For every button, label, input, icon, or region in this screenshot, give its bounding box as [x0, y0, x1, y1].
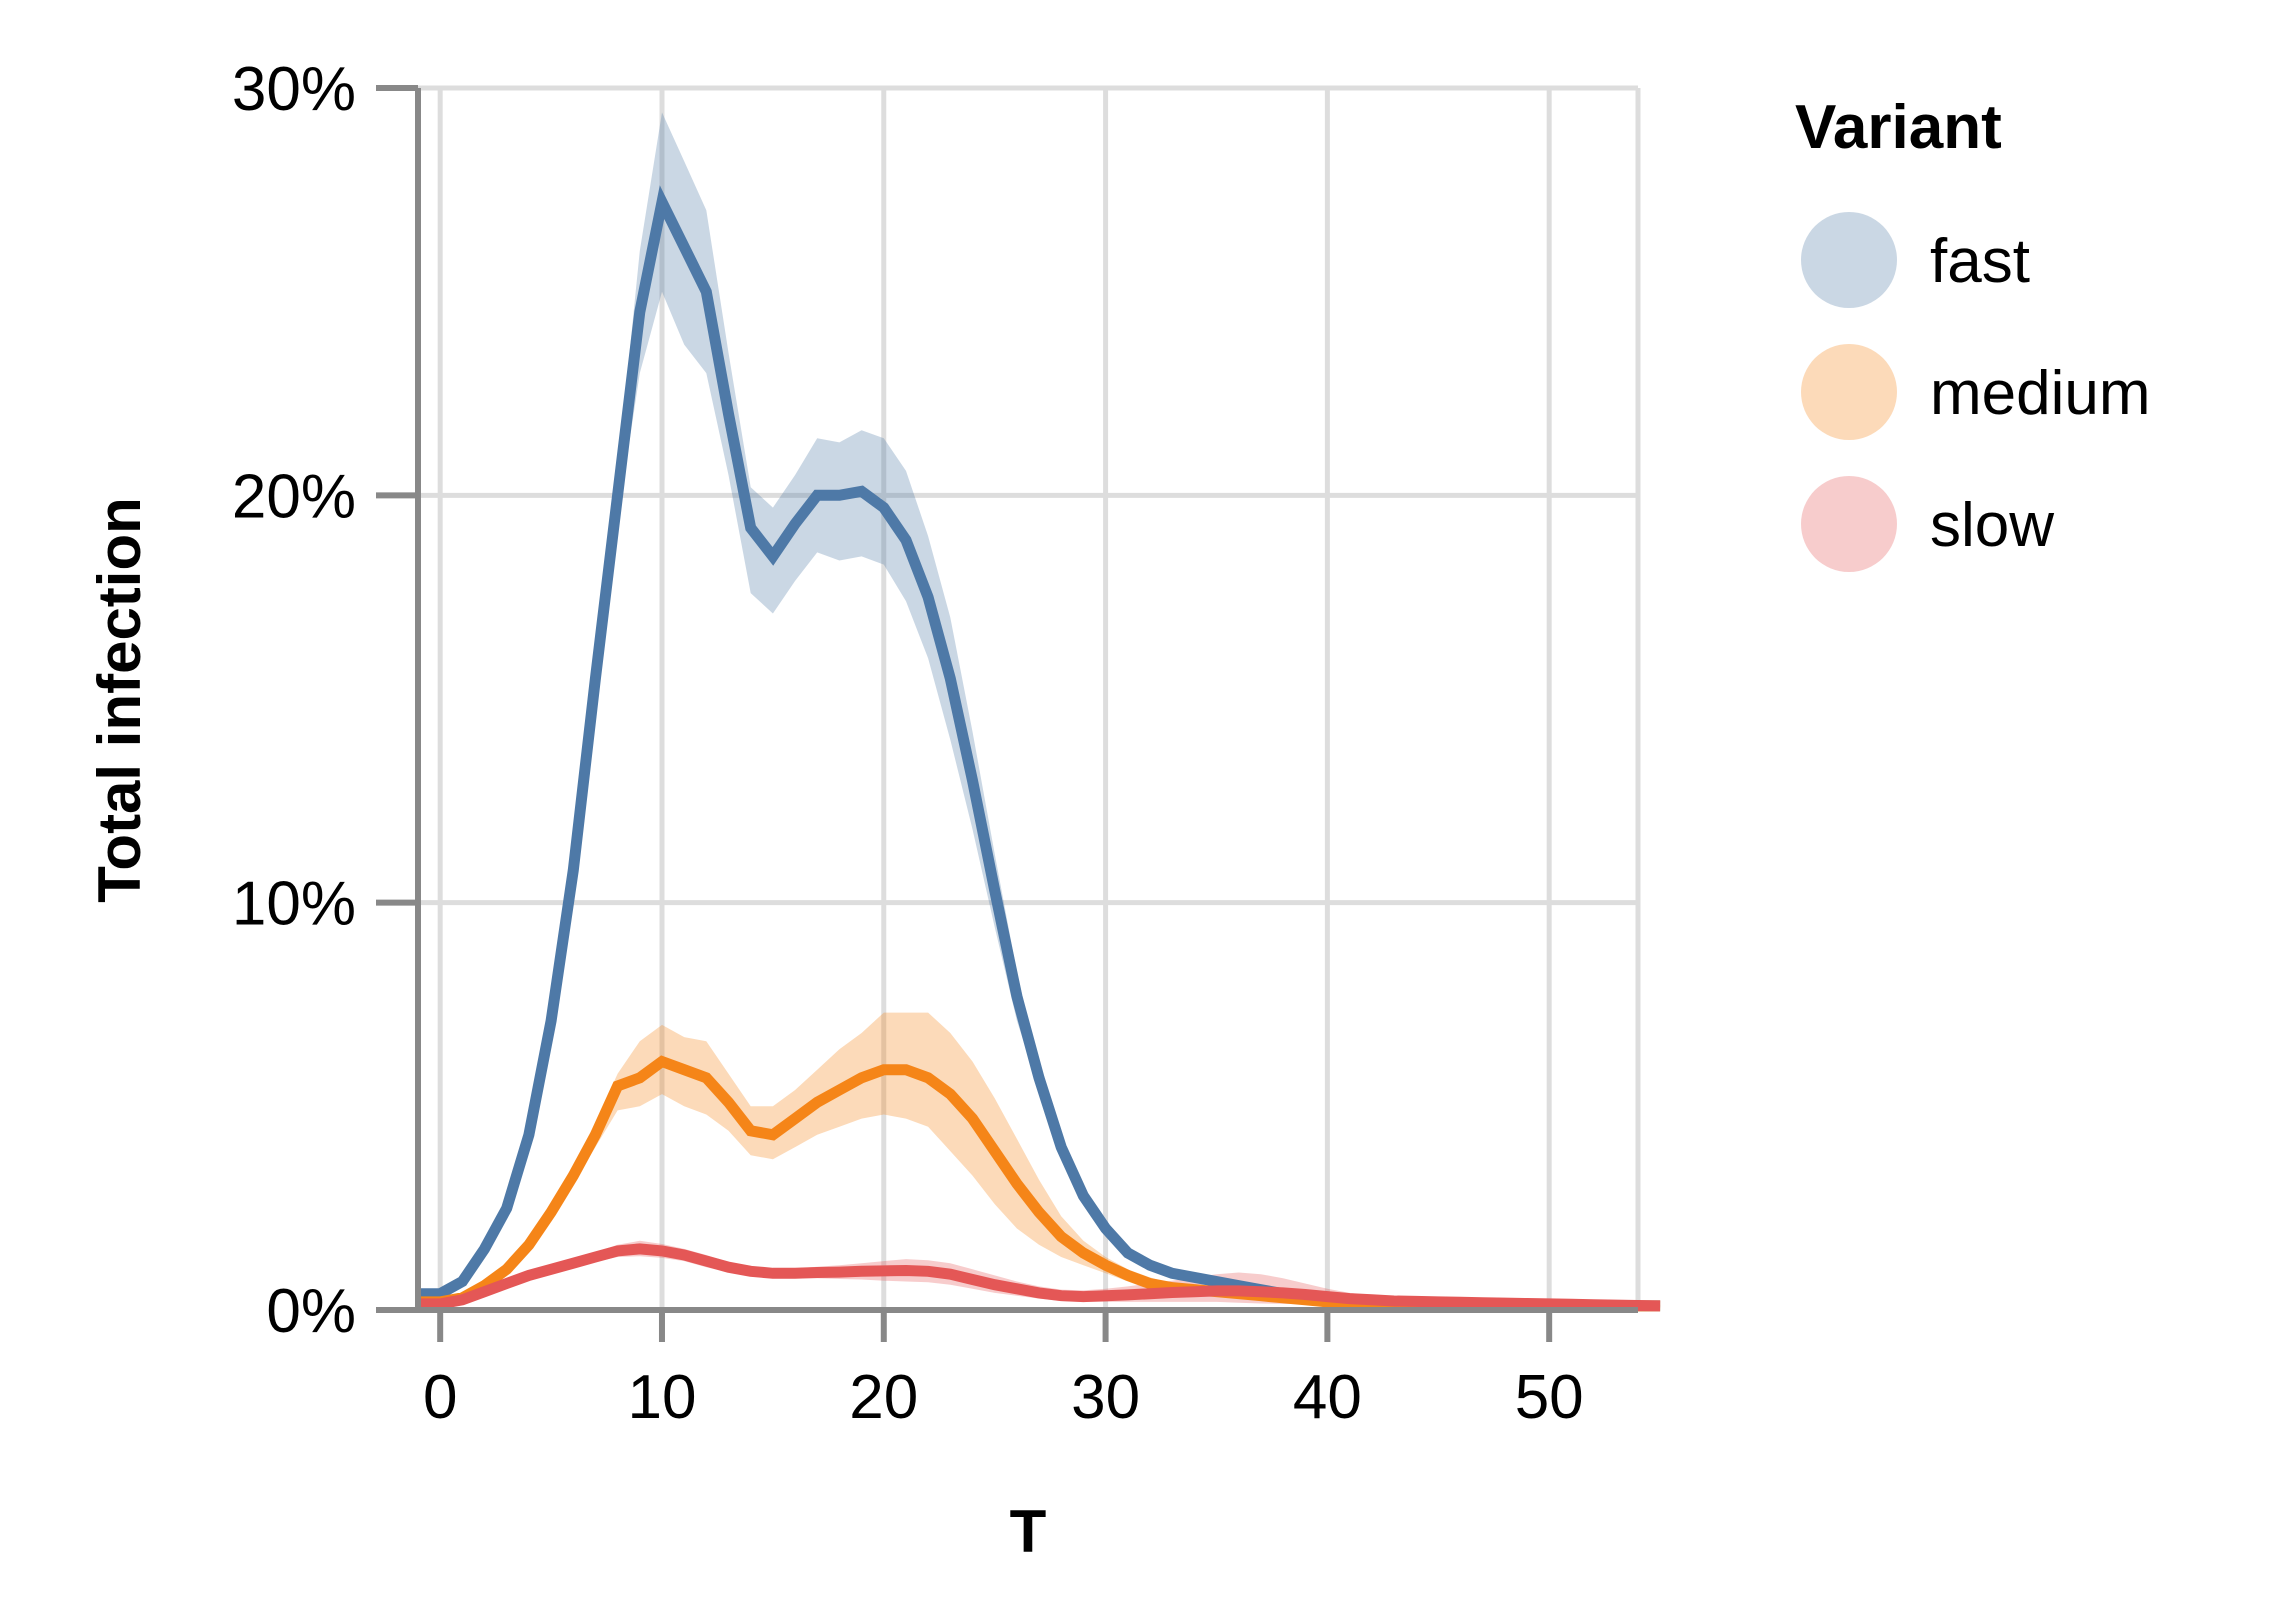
y-tick-label: 20%	[232, 462, 356, 531]
x-tick-label: 10	[627, 1363, 696, 1432]
x-tick-label: 40	[1293, 1363, 1362, 1432]
x-axis-title: T	[1010, 1498, 1047, 1565]
axes: 0 10 20 30 40 50 0% 10% 20% 30%	[232, 55, 1638, 1432]
legend-swatch-slow	[1801, 476, 1897, 572]
series-lines	[418, 185, 1661, 1312]
x-tick-label: 50	[1515, 1363, 1584, 1432]
legend-swatch-medium	[1801, 344, 1897, 440]
legend-swatch-fast	[1801, 212, 1897, 308]
y-tick-label: 0%	[266, 1277, 356, 1346]
legend-title: Variant	[1795, 93, 2002, 162]
line-slow	[418, 1243, 1661, 1312]
line-fast	[418, 185, 1661, 1312]
x-tick-label: 20	[849, 1363, 918, 1432]
x-tick-label: 30	[1071, 1363, 1140, 1432]
band-medium	[418, 1012, 1661, 1308]
x-tick-label: 0	[423, 1363, 457, 1432]
legend-label-medium: medium	[1930, 359, 2151, 428]
legend-label-slow: slow	[1930, 491, 2054, 560]
legend-items: fast medium slow	[1801, 212, 2151, 572]
legend-label-fast: fast	[1930, 227, 2030, 296]
y-tick-label: 10%	[232, 870, 356, 939]
y-tick-label: 30%	[232, 55, 356, 124]
legend: Variant fast medium slow	[1795, 93, 2151, 572]
y-axis-title: Total infection	[86, 497, 153, 903]
grid	[418, 85, 1641, 1313]
